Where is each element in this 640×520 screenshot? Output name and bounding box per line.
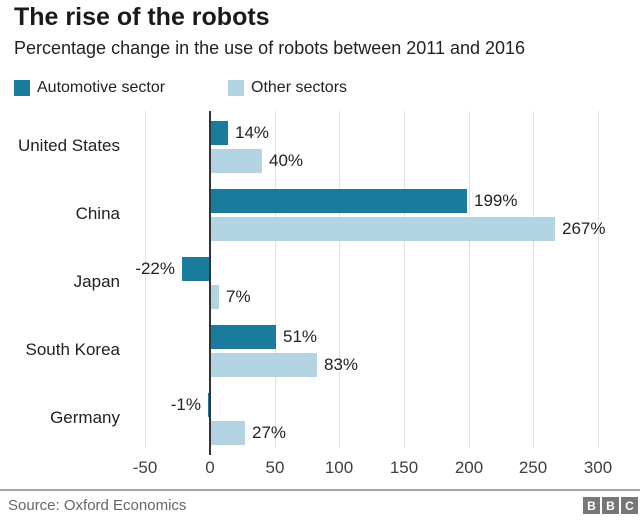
chart-subtitle: Percentage change in the use of robots b…: [14, 38, 526, 58]
legend-swatch-icon: [14, 80, 30, 96]
bar-value-label: 40%: [269, 151, 304, 170]
gridline: [598, 111, 599, 448]
bar-automotive: [182, 257, 210, 281]
bar-automotive: [210, 121, 228, 145]
x-axis-tick-label: 0: [205, 458, 215, 477]
category-label: Japan: [73, 272, 120, 291]
x-axis-tick-label: 50: [265, 458, 285, 477]
category-label: Germany: [50, 408, 120, 427]
bbc-logo-block: B: [583, 497, 600, 514]
source-text: Source: Oxford Economics: [8, 497, 187, 514]
x-axis-tick-label: 300: [583, 458, 613, 477]
bar-other: [210, 285, 219, 309]
bar-other: [210, 353, 317, 377]
bar-value-label: 27%: [252, 423, 287, 442]
bar-value-label: 7%: [226, 287, 251, 306]
zero-axis-line: [209, 111, 211, 455]
footer-divider: [0, 489, 640, 491]
bbc-logo-block: B: [602, 497, 619, 514]
bar-value-label: 14%: [235, 123, 270, 142]
bar-other: [210, 421, 245, 445]
gridline: [275, 111, 276, 448]
legend-label: Automotive sector: [37, 79, 166, 96]
legend-swatch-icon: [228, 80, 244, 96]
bbc-logo-block: C: [621, 497, 638, 514]
bar-value-label: 267%: [562, 219, 606, 238]
legend-item: Automotive sector: [14, 79, 165, 97]
bar-value-label: -1%: [170, 395, 201, 414]
legend-label: Other sectors: [251, 79, 348, 96]
bar-value-label: 199%: [474, 191, 518, 210]
x-axis-tick-label: 200: [454, 458, 484, 477]
category-label: South Korea: [25, 340, 120, 359]
bar-value-label: 51%: [283, 327, 318, 346]
gridline: [404, 111, 405, 448]
x-axis-tick-label: 150: [389, 458, 419, 477]
bar-value-label: -22%: [135, 259, 175, 278]
x-axis-tick-label: -50: [132, 458, 158, 477]
gridline: [145, 111, 146, 448]
category-label: United States: [17, 136, 120, 155]
bar-automotive: [210, 325, 276, 349]
category-label: China: [75, 204, 120, 223]
x-axis-tick-label: 250: [518, 458, 548, 477]
bar-value-label: 83%: [324, 355, 359, 374]
bar-other: [210, 217, 555, 241]
legend-item: Other sectors: [228, 79, 347, 97]
gridline: [469, 111, 470, 448]
bar-other: [210, 149, 262, 173]
gridline: [339, 111, 340, 448]
bar-automotive: [210, 189, 467, 213]
chart-title: The rise of the robots: [14, 3, 270, 31]
x-axis-tick-label: 100: [324, 458, 354, 477]
gridline: [533, 111, 534, 448]
